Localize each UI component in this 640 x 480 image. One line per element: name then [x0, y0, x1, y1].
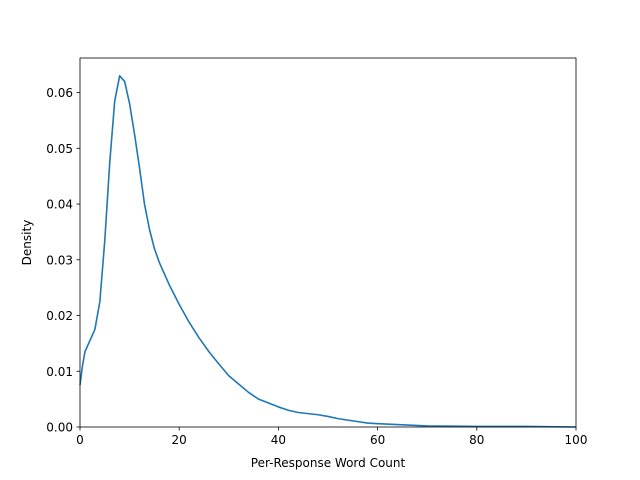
x-tick-label: 60: [370, 433, 385, 447]
y-tick-label: 0.03: [46, 253, 73, 267]
x-axis-label: Per-Response Word Count: [251, 456, 406, 470]
y-tick-label: 0.02: [46, 309, 73, 323]
line-layer: [79, 75, 577, 428]
y-tick-label: 0.06: [46, 86, 73, 100]
x-tick-label: 0: [76, 433, 84, 447]
y-tick-label: 0.01: [46, 365, 73, 379]
x-tick-label: 40: [271, 433, 286, 447]
plot-frame: [79, 57, 577, 428]
x-tick-label: 100: [565, 433, 588, 447]
x-tick-label: 80: [469, 433, 484, 447]
y-tick-label: 0.05: [46, 142, 73, 156]
y-tick-label: 0.04: [46, 198, 73, 212]
y-tick-label: 0.00: [46, 421, 73, 435]
x-tick-label: 20: [172, 433, 187, 447]
density-curve: [79, 75, 577, 428]
y-axis-label: Density: [20, 220, 34, 266]
ticks-layer: 0 20 40 60 80 100 0.00 0.01 0.02 0.03 0.04 0.05 0.06: [46, 86, 587, 447]
